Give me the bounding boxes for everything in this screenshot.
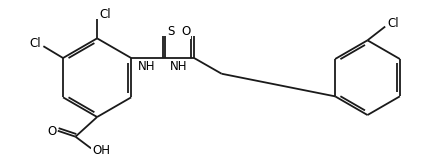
Text: S: S (167, 25, 174, 38)
Text: O: O (47, 125, 56, 138)
Text: NH: NH (138, 60, 156, 73)
Text: OH: OH (92, 144, 110, 157)
Text: Cl: Cl (30, 37, 41, 50)
Text: Cl: Cl (99, 8, 111, 21)
Text: Cl: Cl (387, 17, 399, 30)
Text: NH: NH (170, 60, 187, 73)
Text: O: O (182, 25, 191, 38)
